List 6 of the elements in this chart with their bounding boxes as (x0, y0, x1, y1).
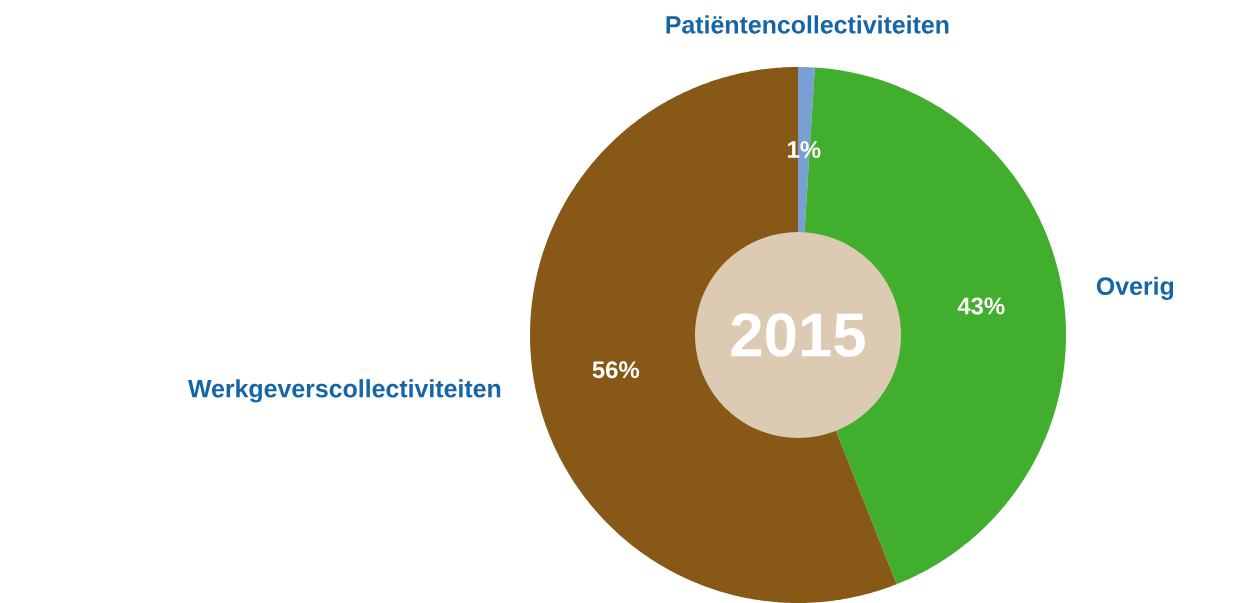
data-label: 56% (592, 361, 640, 379)
data-label: 43% (957, 297, 1005, 315)
text: 2015 (731, 313, 865, 357)
slice-label: Patiëntencollectiviteiten (666, 15, 949, 34)
slice-label: Overig (1096, 276, 1174, 301)
slice-label: Werkgeverscollectiviteiten (188, 379, 501, 403)
